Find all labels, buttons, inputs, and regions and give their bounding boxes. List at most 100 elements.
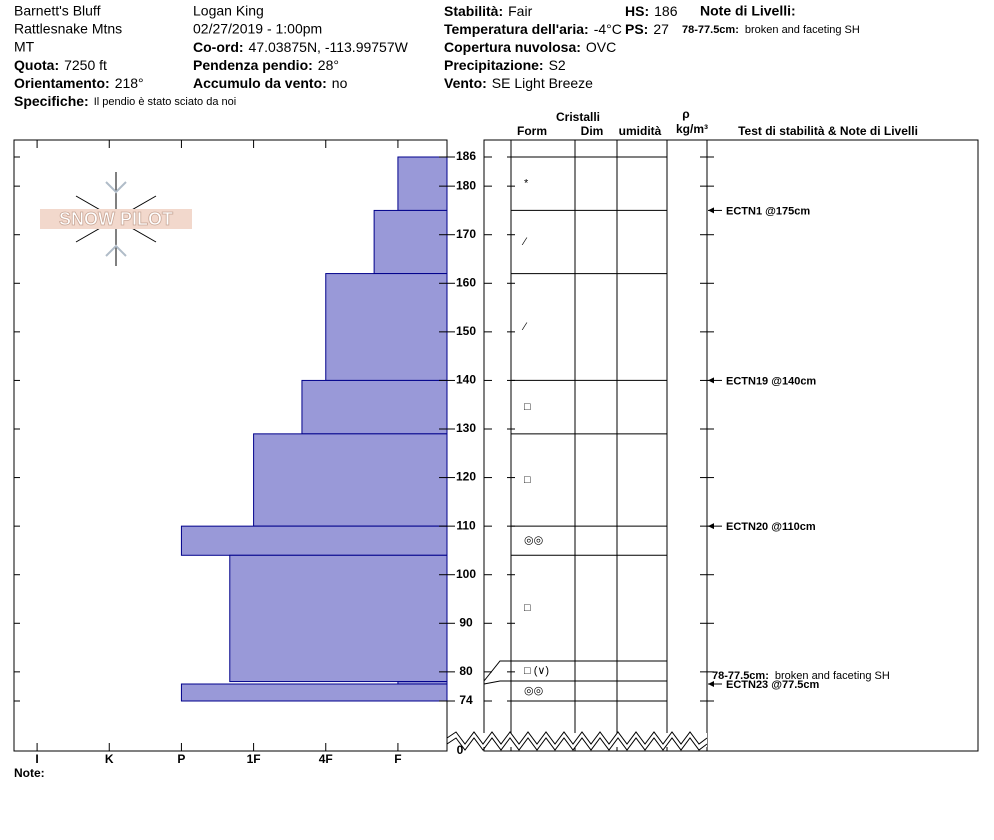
y-tick-label: 120	[456, 470, 476, 484]
grain-form: □	[524, 602, 531, 614]
hardness-bar	[180, 525, 448, 556]
field-value: 7250 ft	[64, 57, 107, 73]
field-value: OVC	[586, 39, 616, 55]
y-tick-label: 90	[459, 615, 473, 629]
header-size: Dim	[581, 124, 604, 138]
footer-note: Note:	[14, 766, 45, 780]
axis-break	[446, 737, 708, 751]
field-value: 28°	[318, 57, 339, 73]
break-mask	[448, 733, 707, 747]
layer-notes-title: Note di Livelli:	[700, 3, 796, 19]
grain-form: ◎◎	[524, 685, 543, 697]
test-arrowhead	[708, 377, 714, 384]
field: Specifiche: Il pendio è stato sciato da n…	[14, 93, 236, 109]
header-crystals: Cristalli	[556, 110, 600, 124]
range: Rattlesnake Mtns	[14, 21, 122, 37]
datetime: 02/27/2019 - 1:00pm	[193, 21, 322, 37]
stability-test: ECTN19 @140cm	[726, 375, 816, 387]
test-arrowhead	[708, 207, 714, 214]
field: Orientamento: 218°	[14, 75, 144, 91]
stability-test: ECTN1 @175cm	[726, 205, 810, 217]
field-label: Specifiche:	[14, 93, 89, 109]
x-tick-label: K	[105, 752, 114, 766]
y-tick-label: 110	[456, 518, 476, 532]
y-tick-label: 80	[459, 664, 473, 678]
y-tick-label: 170	[456, 227, 476, 241]
field-value: Il pendio è stato sciato da noi	[94, 96, 236, 108]
x-tick-label: 4F	[319, 752, 333, 766]
logo-band	[40, 209, 192, 229]
grain-form: ⁄	[521, 321, 528, 333]
field-label: PS:	[625, 21, 648, 37]
field-label: Pendenza pendio:	[193, 57, 313, 73]
field-value: no	[332, 75, 348, 91]
y-tick-label: 130	[456, 421, 476, 435]
y-tick-label: 160	[456, 275, 476, 289]
field-label: Precipitazione:	[444, 57, 544, 73]
hardness-bar	[373, 209, 448, 275]
field-value: 186	[654, 3, 678, 19]
y-break-label: 0	[457, 743, 464, 757]
y-tick-label: 140	[456, 373, 476, 387]
header-form: Form	[517, 124, 547, 138]
y-tick-label: 180	[456, 178, 476, 192]
grain-form: *	[524, 178, 529, 190]
field-label: Co-ord:	[193, 39, 244, 55]
layer-note: 78-77.5cm: broken and faceting SH	[682, 24, 860, 36]
grain-form: □	[524, 474, 531, 486]
x-tick-label: F	[394, 752, 401, 766]
field-label: Accumulo da vento:	[193, 75, 327, 91]
grain-form: ⁄	[521, 236, 528, 248]
field-value: 47.03875N, -113.99757W	[249, 39, 409, 55]
field: Pendenza pendio: 28°	[193, 57, 339, 73]
test-arrowhead	[708, 523, 714, 530]
layer-note: 78-77.5cm: broken and faceting SH	[712, 670, 890, 682]
field-value: 27	[653, 21, 669, 37]
y-tick-label: 186	[456, 149, 476, 163]
field: Quota: 7250 ft	[14, 57, 107, 73]
field-value: -4°C	[594, 21, 622, 37]
field: Stabilità: Fair	[444, 3, 533, 19]
header-tests: Test di stabilità & Note di Livelli	[738, 124, 918, 138]
field-value: S2	[549, 57, 566, 73]
layer-connector	[483, 680, 511, 685]
field: Copertura nuvolosa: OVC	[444, 39, 616, 55]
field-label: Vento:	[444, 75, 487, 91]
logo-text: SNOW PILOT	[59, 209, 173, 229]
field: Temperatura dell'aria: -4°C	[444, 21, 622, 37]
layer-note-text: broken and faceting SH	[745, 24, 860, 36]
field: HS: 186	[625, 3, 678, 19]
layer-note-label: 78-77.5cm:	[682, 24, 739, 36]
stability-test: ECTN20 @110cm	[726, 521, 816, 533]
test-arrowhead	[708, 681, 714, 687]
field-label: Copertura nuvolosa:	[444, 39, 581, 55]
y-tick-label: 150	[456, 324, 476, 338]
axis-break	[446, 731, 708, 745]
hardness-bar	[325, 273, 448, 381]
field-label: Temperatura dell'aria:	[444, 21, 589, 37]
layer-connector	[483, 660, 511, 682]
state: MT	[14, 39, 35, 55]
stability-test: ECTN23 @77.5cm	[726, 679, 819, 691]
site: Barnett's Bluff	[14, 3, 101, 19]
hardness-bar	[253, 433, 448, 527]
grain-form: □	[524, 401, 531, 413]
y-tick-label: 74	[459, 693, 473, 707]
hardness-bar	[397, 156, 448, 211]
field: PS: 27	[625, 21, 669, 37]
layer-note-label: 78-77.5cm:	[712, 670, 769, 682]
hardness-bar	[229, 554, 448, 683]
x-tick-label: 1F	[247, 752, 261, 766]
layer-table-frame	[483, 139, 979, 752]
field: Vento: SE Light Breeze	[444, 75, 593, 91]
layer-note-text: broken and faceting SH	[775, 670, 890, 682]
y-tick-label: 100	[456, 567, 476, 581]
x-tick-label: I	[35, 752, 38, 766]
header-moisture: umidità	[619, 124, 662, 138]
field: Precipitazione: S2	[444, 57, 566, 73]
field-label: Orientamento:	[14, 75, 110, 91]
field: Accumulo da vento: no	[193, 75, 348, 91]
hardness-bar	[301, 379, 448, 435]
